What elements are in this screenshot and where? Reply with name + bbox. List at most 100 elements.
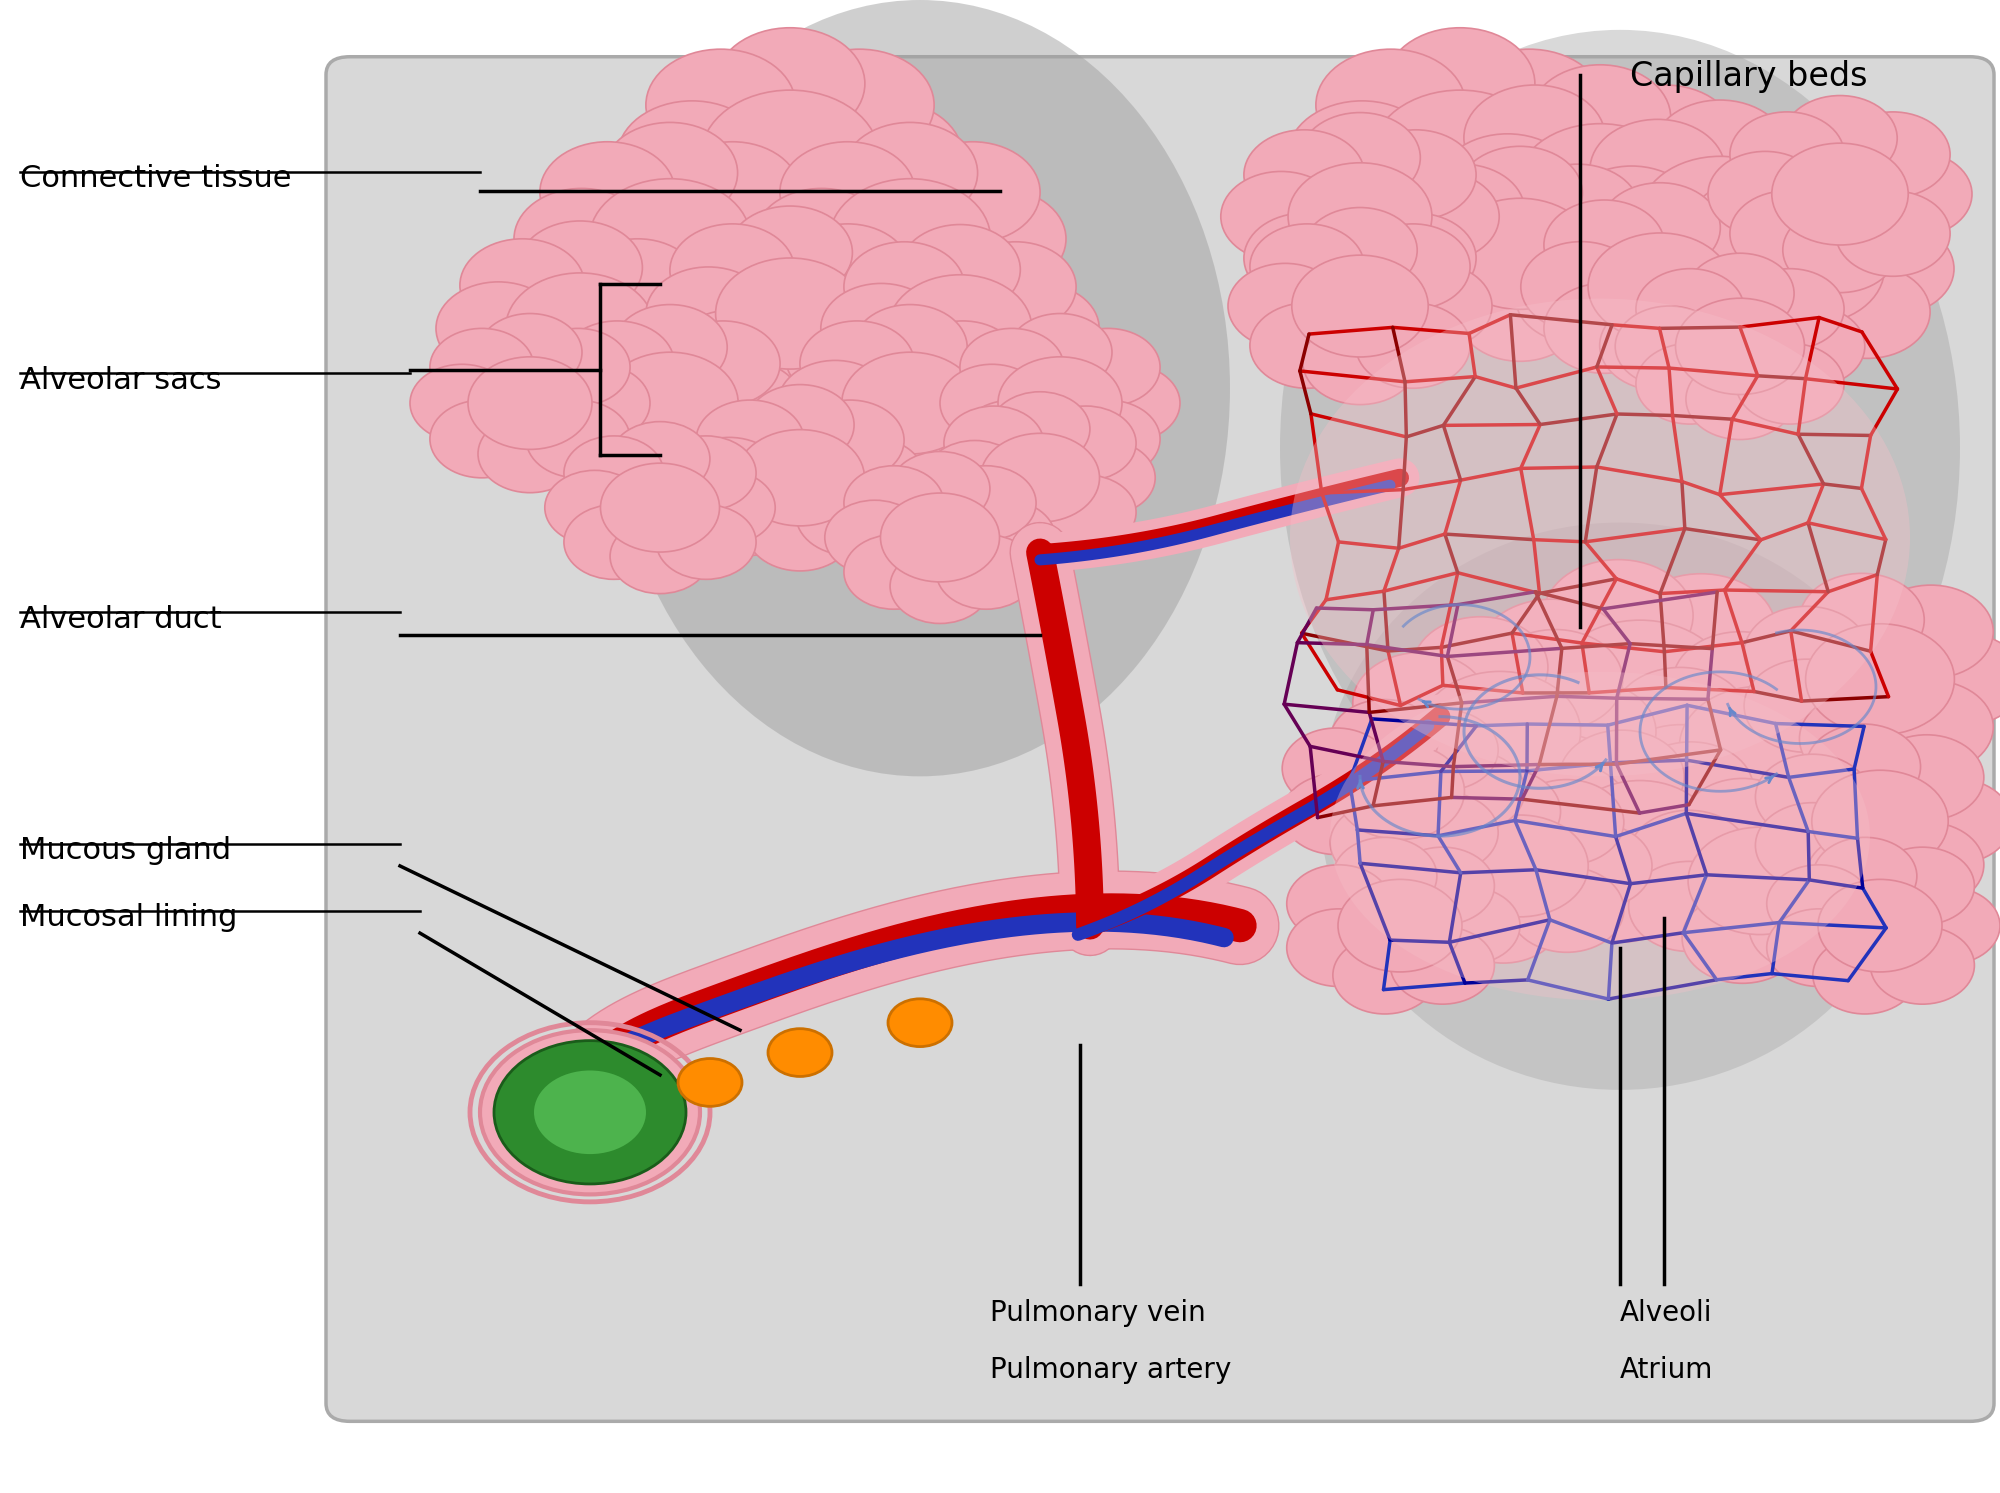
Circle shape [1484, 102, 1632, 212]
Circle shape [1766, 909, 1870, 987]
Circle shape [610, 520, 710, 594]
Circle shape [904, 234, 1040, 336]
Circle shape [1390, 927, 1494, 1005]
Circle shape [1628, 811, 1750, 900]
Circle shape [656, 436, 756, 511]
Circle shape [1544, 200, 1664, 290]
Circle shape [1858, 151, 1972, 237]
Circle shape [1244, 130, 1364, 219]
Circle shape [1076, 364, 1180, 442]
Text: Connective tissue: Connective tissue [20, 164, 292, 193]
Circle shape [1560, 730, 1684, 823]
Circle shape [1656, 200, 1776, 290]
Circle shape [1736, 269, 1844, 349]
Circle shape [1390, 793, 1498, 873]
Circle shape [1756, 803, 1870, 888]
Circle shape [1412, 745, 1548, 847]
Circle shape [1748, 748, 1882, 848]
Circle shape [1544, 560, 1694, 672]
Circle shape [944, 475, 1044, 549]
Circle shape [1628, 742, 1754, 835]
Circle shape [980, 433, 1100, 523]
Circle shape [1390, 709, 1498, 790]
Circle shape [1446, 199, 1594, 309]
Circle shape [956, 500, 1056, 575]
Circle shape [664, 142, 800, 243]
Circle shape [564, 505, 664, 579]
Circle shape [1378, 263, 1492, 349]
Text: Alveolar sacs: Alveolar sacs [20, 366, 222, 394]
Circle shape [736, 430, 864, 526]
Circle shape [960, 328, 1064, 406]
Circle shape [890, 549, 990, 624]
Circle shape [1812, 770, 1948, 872]
Circle shape [1806, 624, 1954, 735]
Circle shape [780, 142, 916, 243]
Circle shape [538, 360, 652, 446]
Circle shape [816, 437, 924, 518]
Circle shape [534, 1070, 646, 1154]
Circle shape [1250, 303, 1364, 388]
Text: Pulmonary artery: Pulmonary artery [990, 1356, 1232, 1384]
Circle shape [1292, 255, 1428, 357]
Circle shape [1356, 213, 1476, 303]
Circle shape [1686, 254, 1794, 334]
Circle shape [844, 466, 944, 540]
Circle shape [1056, 440, 1156, 515]
Circle shape [1800, 573, 1924, 666]
Circle shape [1288, 163, 1432, 270]
Circle shape [514, 188, 650, 290]
Circle shape [900, 224, 1020, 315]
Circle shape [1302, 320, 1418, 405]
Circle shape [1510, 779, 1624, 864]
Circle shape [1736, 343, 1844, 424]
Circle shape [1352, 652, 1488, 754]
Circle shape [728, 328, 852, 421]
Circle shape [1836, 112, 1950, 197]
Circle shape [1870, 735, 1984, 820]
Circle shape [1682, 778, 1802, 869]
Circle shape [844, 325, 964, 415]
Circle shape [1806, 833, 1920, 918]
Circle shape [728, 206, 852, 299]
Circle shape [544, 470, 644, 545]
Circle shape [800, 400, 914, 485]
Ellipse shape [1290, 299, 1910, 776]
Circle shape [1530, 64, 1670, 170]
Circle shape [930, 188, 1066, 290]
Circle shape [1690, 179, 1814, 272]
Circle shape [560, 400, 674, 485]
Circle shape [1544, 284, 1664, 373]
Circle shape [1008, 314, 1112, 391]
Circle shape [1332, 936, 1436, 1014]
Circle shape [786, 311, 910, 403]
Circle shape [888, 999, 952, 1047]
Circle shape [1530, 203, 1670, 309]
Circle shape [1636, 343, 1744, 424]
Circle shape [1714, 119, 1850, 221]
Circle shape [754, 188, 890, 290]
Circle shape [900, 342, 1020, 433]
Circle shape [716, 28, 864, 139]
Circle shape [1868, 585, 1994, 678]
Circle shape [824, 500, 924, 575]
Circle shape [468, 357, 592, 449]
Circle shape [430, 328, 534, 406]
Circle shape [1446, 878, 1560, 963]
Circle shape [844, 242, 964, 331]
Circle shape [1778, 836, 1900, 926]
Circle shape [1458, 269, 1582, 361]
Circle shape [1636, 269, 1744, 349]
Circle shape [1690, 266, 1814, 358]
Circle shape [906, 321, 1020, 406]
Circle shape [1782, 208, 1898, 293]
Circle shape [610, 421, 710, 496]
Circle shape [1476, 663, 1626, 775]
Circle shape [430, 400, 534, 478]
Circle shape [936, 466, 1036, 540]
Circle shape [1458, 146, 1582, 239]
Circle shape [646, 267, 770, 360]
Circle shape [746, 490, 854, 570]
Circle shape [1516, 251, 1640, 343]
Circle shape [784, 49, 934, 161]
